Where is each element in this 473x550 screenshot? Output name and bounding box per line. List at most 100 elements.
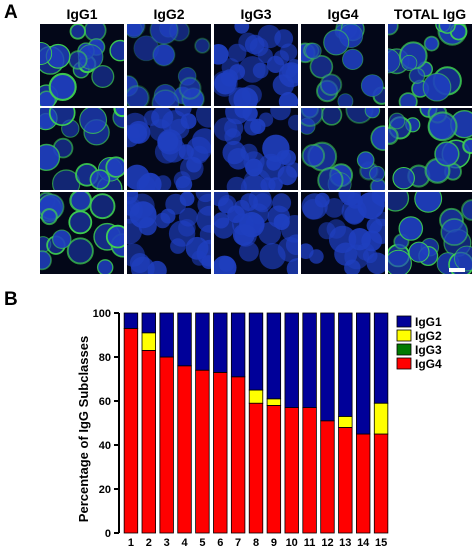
bar-3-igg4 xyxy=(159,356,174,534)
bar-14-igg1 xyxy=(356,312,371,435)
x-tick-label-7: 7 xyxy=(235,537,241,549)
x-tick-label-12: 12 xyxy=(321,537,333,549)
x-tick-label-6: 6 xyxy=(217,537,223,549)
bar-4-igg4 xyxy=(177,365,192,534)
legend-label-igg4: IgG4 xyxy=(415,357,442,371)
bar-10-igg1 xyxy=(284,312,299,408)
y-axis-title: Percentage of IgG Subclasses xyxy=(76,336,91,522)
micrograph-r2-igg4 xyxy=(301,108,385,190)
bar-12-igg4 xyxy=(320,420,335,534)
bar-13-igg2 xyxy=(338,415,353,428)
bar-8-igg2 xyxy=(248,389,264,404)
header-igg2: IgG2 xyxy=(153,6,185,22)
micrograph-image xyxy=(127,192,211,274)
micrograph-image xyxy=(214,192,298,274)
micrograph-r3-igg3 xyxy=(214,192,298,274)
micrograph-image xyxy=(214,108,298,190)
x-tick-label-9: 9 xyxy=(271,537,277,549)
x-tick-label-1: 1 xyxy=(128,537,134,549)
legend-label-igg3: IgG3 xyxy=(415,343,442,357)
x-tick-label-8: 8 xyxy=(253,537,259,549)
y-tick-label-60: 60 xyxy=(99,396,111,408)
micrograph-image xyxy=(40,192,124,274)
micrograph-image xyxy=(127,108,211,190)
bar-7-igg4 xyxy=(230,376,246,534)
bar-7-igg1 xyxy=(230,312,246,378)
legend-label-igg1: IgG1 xyxy=(415,315,442,329)
bar-11-igg1 xyxy=(302,312,317,408)
bar-2-igg1 xyxy=(141,312,156,334)
x-tick-label-13: 13 xyxy=(339,537,351,549)
x-tick-label-2: 2 xyxy=(146,537,152,549)
y-tick-label-20: 20 xyxy=(99,484,111,496)
bar-8-igg4 xyxy=(248,402,264,534)
micrograph-image xyxy=(214,24,298,106)
scale-bar xyxy=(449,268,465,272)
micrograph-r3-igg1 xyxy=(40,192,124,274)
legend-swatch-igg1 xyxy=(396,315,412,328)
bar-15-igg2 xyxy=(373,402,389,435)
panel-b-label: B xyxy=(4,289,18,310)
bar-1-igg1 xyxy=(123,312,139,329)
bar-15-igg1 xyxy=(373,312,389,404)
x-tick-label-5: 5 xyxy=(199,537,205,549)
bar-6-igg4 xyxy=(213,371,228,534)
x-tick-label-11: 11 xyxy=(304,537,316,549)
y-tick-label-80: 80 xyxy=(99,352,111,364)
header-total-igg: TOTAL IgG xyxy=(393,6,467,22)
bar-10-igg4 xyxy=(284,407,299,534)
micrograph-image xyxy=(301,24,385,106)
x-tick-label-15: 15 xyxy=(375,537,387,549)
y-tick-label-0: 0 xyxy=(105,528,111,540)
header-igg4: IgG4 xyxy=(327,6,359,22)
micrograph-r2-total-igg xyxy=(388,108,472,190)
bar-15-igg4 xyxy=(373,433,389,534)
bar-11-igg4 xyxy=(302,407,317,534)
micrograph-r1-igg2 xyxy=(127,24,211,106)
micrograph-r3-igg2 xyxy=(127,192,211,274)
micrograph-image xyxy=(40,108,124,190)
bar-13-igg1 xyxy=(338,312,353,417)
bar-9-igg4 xyxy=(266,404,282,534)
micrograph-r2-igg3 xyxy=(214,108,298,190)
bar-9-igg2 xyxy=(266,398,282,406)
x-tick-label-4: 4 xyxy=(181,537,188,549)
micrograph-image xyxy=(301,192,385,274)
bar-group xyxy=(123,312,389,534)
bar-1-igg4 xyxy=(123,327,139,534)
micrograph-image xyxy=(388,24,472,106)
header-igg1: IgG1 xyxy=(66,6,98,22)
bar-2-igg2 xyxy=(141,332,156,351)
bar-6-igg1 xyxy=(213,312,228,373)
micrograph-image xyxy=(388,108,472,190)
micrograph-image xyxy=(40,24,124,106)
bar-5-igg4 xyxy=(195,369,210,534)
bar-12-igg1 xyxy=(320,312,335,422)
bar-8-igg1 xyxy=(248,312,264,391)
bar-13-igg4 xyxy=(338,426,353,534)
bar-9-igg1 xyxy=(266,312,282,400)
micrograph-r1-igg4 xyxy=(301,24,385,106)
micrograph-r1-total-igg xyxy=(388,24,472,106)
micrograph-r2-igg2 xyxy=(127,108,211,190)
micrograph-r3-total-igg xyxy=(388,192,472,274)
micrograph-image xyxy=(127,24,211,106)
legend-label-igg2: IgG2 xyxy=(415,329,442,343)
panel-a-label: A xyxy=(4,2,18,23)
micrograph-r1-igg3 xyxy=(214,24,298,106)
x-tick-label-14: 14 xyxy=(357,537,370,549)
micrograph-r1-igg1 xyxy=(40,24,124,106)
bar-5-igg1 xyxy=(195,312,210,371)
y-tick-label-100: 100 xyxy=(93,308,111,320)
bar-2-igg4 xyxy=(141,349,156,534)
y-tick-label-40: 40 xyxy=(99,440,111,452)
bar-4-igg1 xyxy=(177,312,192,367)
legend-swatch-igg2 xyxy=(396,329,412,342)
legend-swatch-igg4 xyxy=(396,357,412,370)
micrograph-r2-igg1 xyxy=(40,108,124,190)
bar-3-igg1 xyxy=(159,312,174,358)
bar-14-igg4 xyxy=(356,433,371,534)
